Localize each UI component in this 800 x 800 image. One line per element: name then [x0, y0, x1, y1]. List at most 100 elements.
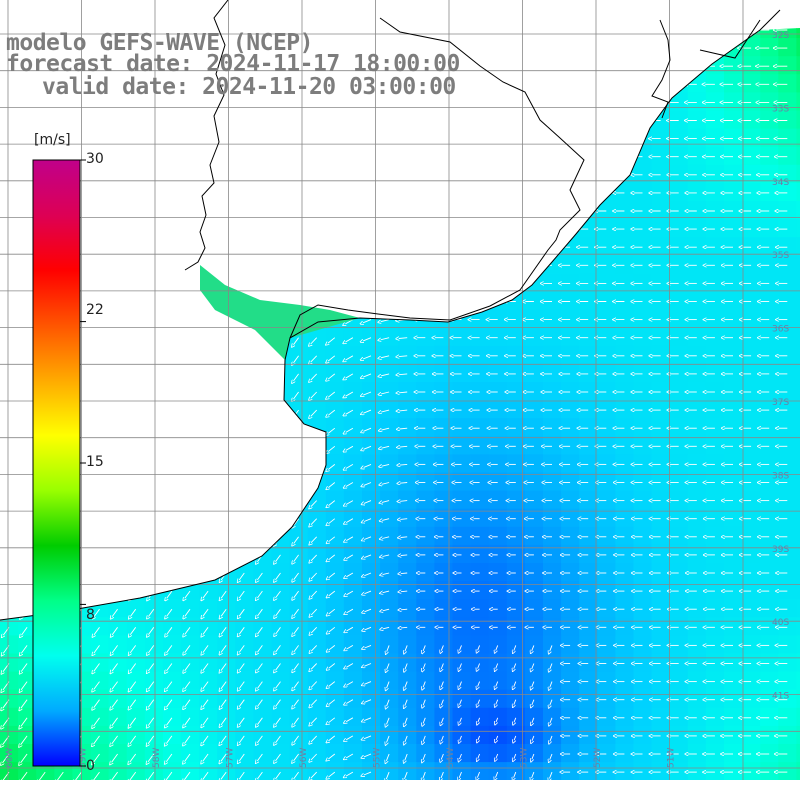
wind-speed-cell: [615, 291, 635, 311]
wind-arrow: [294, 699, 299, 707]
wind-speed-cell: [217, 671, 236, 691]
wind-speed-cell: [633, 237, 653, 256]
wind-speed-cell: [724, 345, 743, 365]
wind-speed-cell: [687, 182, 707, 202]
wind-arrow: [311, 337, 318, 344]
wind-speed-cell: [778, 382, 797, 401]
wind-speed-cell: [742, 74, 761, 93]
wind-arrow: [311, 500, 318, 507]
wind-speed-cell: [162, 689, 182, 709]
longitude-label: 53W: [520, 748, 530, 768]
wind-arrow: [239, 663, 245, 671]
wind-speed-cell: [398, 762, 417, 780]
wind-speed-cell: [615, 472, 635, 492]
wind-speed-cell: [687, 472, 707, 492]
wind-speed-cell: [651, 762, 671, 780]
wind-speed-cell: [669, 309, 689, 329]
wind-speed-cell: [543, 707, 562, 727]
wind-speed-cell: [524, 725, 544, 745]
wind-speed-cell: [579, 472, 598, 492]
wind-arrow: [185, 681, 191, 689]
wind-arrow: [94, 699, 100, 708]
wind-speed-cell: [416, 526, 435, 546]
wind-speed-cell: [289, 744, 309, 763]
wind-speed-cell: [543, 635, 562, 655]
wind-speed-cell: [597, 508, 616, 528]
wind-speed-cell: [54, 762, 73, 780]
wind-arrow: [363, 319, 372, 323]
wind-speed-cell: [217, 617, 236, 636]
wind-speed-cell: [416, 744, 435, 763]
wind-speed-cell: [470, 617, 490, 636]
wind-speed-cell: [524, 309, 544, 329]
wind-speed-cell: [724, 744, 743, 763]
wind-speed-cell: [343, 581, 363, 600]
wind-speed-cell: [705, 400, 725, 419]
latitude-label: 32S: [772, 31, 789, 41]
wind-speed-cell: [488, 599, 508, 618]
wind-speed-cell: [742, 164, 761, 184]
wind-speed-cell: [669, 255, 689, 274]
wind-speed-cell: [271, 635, 291, 655]
wind-arrow: [329, 663, 336, 669]
wind-speed-cell: [416, 382, 435, 401]
wind-speed-cell: [289, 671, 309, 691]
wind-speed-cell: [488, 563, 508, 582]
wind-speed-cell: [325, 400, 345, 419]
wind-arrow: [329, 645, 336, 650]
wind-speed-cell: [307, 671, 327, 691]
wind-speed-cell: [90, 653, 110, 673]
wind-speed-cell: [724, 74, 743, 93]
wind-speed-cell: [253, 599, 273, 618]
wind-speed-cell: [796, 56, 800, 75]
wind-arrow: [496, 771, 499, 778]
wind-speed-cell: [796, 237, 800, 256]
wind-speed-cell: [199, 581, 218, 600]
wind-speed-cell: [615, 707, 635, 727]
wind-speed-cell: [724, 400, 743, 419]
wind-speed-cell: [705, 128, 725, 148]
wind-speed-cell: [307, 762, 327, 780]
wind-speed-cell: [687, 237, 707, 256]
wind-speed-cell: [380, 744, 399, 763]
wind-speed-cell: [434, 472, 454, 492]
wind-speed-cell: [669, 418, 689, 437]
wind-arrow: [239, 681, 245, 689]
wind-speed-cell: [18, 635, 37, 655]
wind-speed-cell: [543, 526, 562, 546]
wind-arrow: [329, 735, 336, 741]
wind-speed-cell: [380, 635, 399, 655]
wind-speed-cell: [380, 544, 399, 564]
wind-speed-cell: [362, 617, 381, 636]
wind-speed-cell: [543, 382, 562, 401]
wind-speed-cell: [235, 725, 254, 745]
wind-speed-cell: [181, 617, 200, 636]
wind-speed-cell: [615, 725, 635, 745]
wind-speed-cell: [416, 418, 435, 437]
wind-speed-cell: [651, 526, 671, 546]
wind-speed-cell: [271, 563, 291, 582]
wind-speed-cell: [597, 581, 616, 600]
wind-speed-cell: [651, 744, 671, 763]
wind-arrow: [294, 554, 299, 562]
wind-speed-cell: [597, 382, 616, 401]
wind-speed-cell: [380, 327, 399, 347]
wind-arrow: [185, 753, 191, 762]
wind-arrow: [347, 590, 354, 595]
wind-arrow: [276, 771, 281, 779]
wind-speed-cell: [651, 653, 671, 673]
wind-arrow: [399, 392, 408, 393]
wind-speed-cell: [126, 617, 146, 636]
wind-speed-cell: [434, 345, 454, 365]
wind-speed-cell: [705, 635, 725, 655]
colorbar: [32, 159, 86, 767]
wind-arrow: [203, 753, 209, 761]
wind-speed-cell: [307, 744, 327, 763]
wind-speed-cell: [796, 635, 800, 655]
wind-speed-cell: [633, 762, 653, 780]
wind-arrow: [550, 735, 553, 741]
wind-speed-cell: [235, 744, 254, 763]
wind-speed-cell: [615, 201, 635, 220]
wind-speed-cell: [742, 544, 761, 564]
wind-speed-cell: [651, 689, 671, 709]
